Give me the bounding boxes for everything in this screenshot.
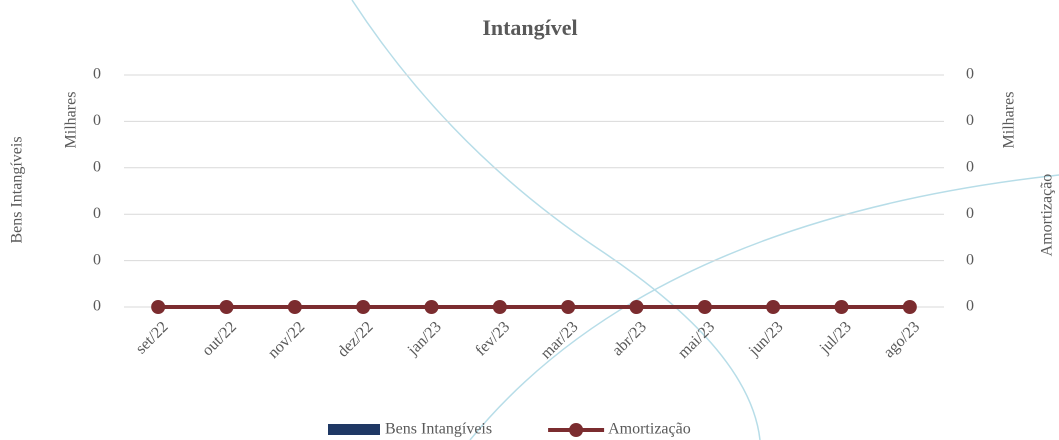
- chart-title: Intangível: [482, 15, 577, 40]
- x-tick-label: dez/22: [334, 318, 376, 360]
- y2-tick-label: 0: [966, 205, 974, 222]
- line-marker: [698, 300, 712, 314]
- y2-tick-label: 0: [966, 158, 974, 175]
- y2-tick-label: 0: [966, 112, 974, 129]
- y-tick-label: 0: [93, 158, 101, 175]
- page: Intangível Bens Intangíveis Milhares Mil…: [0, 0, 1059, 440]
- x-tick-label: abr/23: [609, 318, 650, 359]
- chart: Intangível Bens Intangíveis Milhares Mil…: [0, 0, 1059, 440]
- decor-curve: [352, 0, 760, 440]
- line-marker: [630, 300, 644, 314]
- legend-swatch: [569, 423, 583, 437]
- x-tick-label: fev/23: [472, 318, 513, 359]
- line-marker: [356, 300, 370, 314]
- legend-label: Bens Intangíveis: [385, 421, 492, 438]
- line-marker: [561, 300, 575, 314]
- line-marker: [903, 300, 917, 314]
- y-tick-label: 0: [93, 112, 101, 129]
- y-tick-label: 0: [93, 66, 101, 83]
- y-tick-label: 0: [93, 205, 101, 222]
- line-marker: [425, 300, 439, 314]
- x-tick-label: jan/23: [404, 318, 445, 359]
- line-marker: [288, 300, 302, 314]
- x-tick-label: jul/23: [816, 318, 855, 357]
- y-display-unit: Milhares: [63, 92, 80, 149]
- y2-tick-label: 0: [966, 251, 974, 268]
- y2-display-unit: Milhares: [1001, 92, 1018, 149]
- y2-tick-label: 0: [966, 66, 974, 83]
- x-tick-label: out/22: [199, 318, 240, 359]
- line-marker: [220, 300, 234, 314]
- legend-label: Amortização: [608, 421, 691, 438]
- y2-axis-title: Amortização: [1039, 174, 1056, 257]
- y2-tick-label: 0: [966, 298, 974, 315]
- line-marker: [835, 300, 849, 314]
- y-tick-label: 0: [93, 251, 101, 268]
- x-tick-label: ago/23: [880, 318, 923, 361]
- x-tick-label: set/22: [133, 318, 172, 357]
- x-tick-label: mai/23: [675, 318, 718, 361]
- legend-swatch: [328, 424, 380, 435]
- y-axis-title: Bens Intangíveis: [9, 136, 26, 243]
- line-marker: [151, 300, 165, 314]
- line-marker: [766, 300, 780, 314]
- x-tick-label: jun/23: [745, 318, 787, 360]
- line-marker: [493, 300, 507, 314]
- y-tick-label: 0: [93, 298, 101, 315]
- x-tick-label: nov/22: [265, 318, 308, 361]
